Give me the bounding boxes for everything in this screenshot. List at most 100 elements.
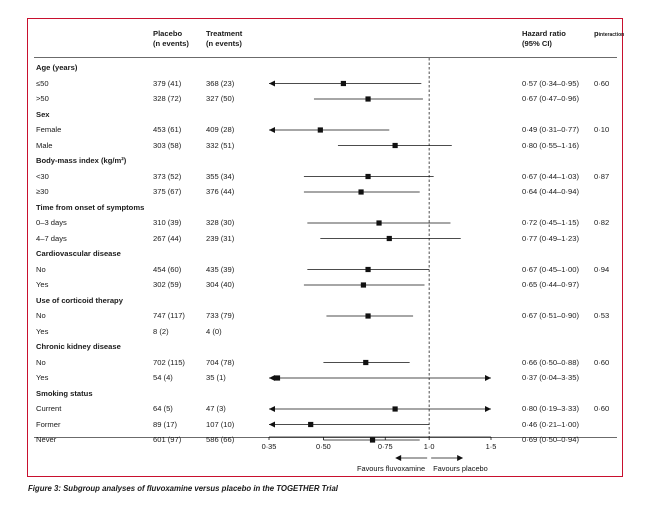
p-interaction-value: 0·94 — [594, 264, 610, 274]
p-interaction-value: 0·60 — [594, 357, 610, 367]
p-interaction-value: 0·53 — [594, 311, 610, 320]
subgroup-title: Chronic kidney disease — [36, 342, 121, 351]
treatment-count: 368 (23) — [206, 78, 235, 88]
bottom-rule — [34, 437, 617, 438]
x-tick-label: 0·50 — [316, 442, 331, 451]
treatment-count: 332 (51) — [206, 140, 235, 150]
figure-frame — [27, 18, 623, 477]
hazard-ratio-value: 0·66 (0·50–0·88) — [522, 357, 579, 367]
x-tick-label: 1·5 — [486, 442, 497, 451]
hazard-ratio-marker — [274, 375, 281, 381]
hazard-ratio-value: 0·49 (0·31–0·77) — [522, 125, 579, 134]
hazard-ratio-value: 0·67 (0·51–0·90) — [522, 311, 579, 320]
placebo-count: 303 (58) — [153, 140, 182, 150]
row-label: Yes — [36, 373, 49, 382]
placebo-count: 453 (61) — [153, 125, 182, 134]
ci-arrow-right — [485, 375, 491, 381]
hazard-ratio-value: 0·67 (0·44–1·03) — [522, 171, 579, 181]
hazard-ratio-value: 0·37 (0·04–3·35) — [522, 373, 579, 382]
row-label: Yes — [36, 280, 49, 289]
hazard-ratio-marker — [365, 173, 371, 180]
treatment-count: 107 (10) — [206, 419, 235, 429]
ci-arrow-left — [269, 421, 275, 428]
hazard-ratio-value: 0·46 (0·21–1·00) — [522, 419, 579, 429]
row-label: >50 — [36, 94, 49, 103]
hazard-ratio-marker — [360, 282, 367, 288]
row-label: 4–7 days — [36, 233, 67, 243]
hazard-ratio-value: 0·80 (0·19–3·33) — [522, 404, 579, 413]
placebo-header: Placebo (n events) — [153, 29, 189, 48]
x-tick-label: 0·75 — [378, 442, 393, 451]
hazard-ratio-value: 0·72 (0·45–1·15) — [522, 218, 579, 227]
placebo-count: 302 (59) — [153, 280, 182, 289]
placebo-count: 64 (5) — [153, 404, 173, 413]
placebo-count: 373 (52) — [153, 171, 182, 181]
subgroup-title: Smoking status — [36, 388, 93, 398]
subgroup-title: Body-mass index (kg/m²) — [36, 156, 127, 165]
hazard-ratio-value: 0·77 (0·49–1·23) — [522, 233, 579, 243]
treatment-count: 409 (28) — [206, 125, 235, 134]
p-interaction-value: 0·60 — [594, 78, 610, 88]
row-label: 0–3 days — [36, 218, 67, 227]
treatment-count: 47 (3) — [206, 404, 226, 413]
treatment-count: 704 (78) — [206, 357, 235, 367]
row-label: Never — [36, 435, 57, 444]
x-tick-label: 0·35 — [262, 442, 277, 451]
placebo-count: 310 (39) — [153, 218, 182, 227]
treatment-count: 376 (44) — [206, 187, 235, 196]
hazard-ratio-marker — [317, 127, 323, 133]
subgroup-title: Sex — [36, 109, 50, 119]
favours-left-label: Favours fluvoxamine — [357, 464, 425, 473]
subgroup-title: Use of corticoid therapy — [36, 295, 123, 305]
p-interaction-value: 0·87 — [594, 171, 610, 181]
placebo-count: 328 (72) — [153, 94, 182, 103]
treatment-count: 435 (39) — [206, 264, 235, 274]
placebo-count: 375 (67) — [153, 187, 182, 196]
figure-caption: Figure 3: Subgroup analyses of fluvoxami… — [28, 484, 338, 493]
row-label: Current — [36, 404, 62, 413]
hazard-ratio-marker — [392, 406, 398, 412]
ci-arrow-left — [269, 375, 275, 381]
hazard-ratio-marker — [365, 313, 371, 319]
treatment-count: 733 (79) — [206, 311, 235, 320]
treatment-count: 35 (1) — [206, 373, 226, 382]
hazard-ratio-marker — [365, 266, 371, 273]
row-label: Female — [36, 125, 62, 134]
row-label: Former — [36, 419, 61, 429]
ci-arrow-left — [269, 127, 275, 133]
ci-arrow-left — [269, 80, 275, 87]
row-label: ≥30 — [36, 187, 49, 196]
treatment-count: 4 (0) — [206, 326, 222, 336]
hazard-ratio-marker — [363, 359, 369, 366]
placebo-count: 702 (115) — [153, 357, 185, 367]
treatment-count: 355 (34) — [206, 171, 235, 181]
treatment-header: Treatment (n events) — [206, 29, 243, 48]
hazard-ratio-value: 0·65 (0·44–0·97) — [522, 280, 579, 289]
row-label: <30 — [36, 171, 49, 181]
hazard-ratio-value: 0·64 (0·44–0·94) — [522, 187, 579, 196]
placebo-count: 8 (2) — [153, 326, 169, 336]
subgroup-title: Time from onset of symptoms — [36, 202, 145, 212]
ci-arrow-right — [485, 406, 491, 412]
treatment-count: 586 (66) — [206, 435, 235, 444]
hazard-ratio-marker — [376, 220, 382, 226]
treatment-count: 239 (31) — [206, 233, 235, 243]
treatment-count: 328 (30) — [206, 218, 235, 227]
placebo-count: 89 (17) — [153, 419, 178, 429]
row-label: Yes — [36, 326, 49, 336]
p-interaction-value: 0·60 — [594, 404, 610, 413]
subgroup-title: Cardiovascular disease — [36, 249, 121, 258]
row-label: No — [36, 311, 46, 320]
placebo-count: 267 (44) — [153, 233, 182, 243]
hazard-ratio-marker — [369, 437, 376, 443]
x-tick-label: 1·0 — [424, 442, 435, 451]
hazard-ratio-marker — [340, 80, 346, 87]
placebo-count: 454 (60) — [153, 264, 182, 274]
placebo-count: 747 (117) — [153, 311, 185, 320]
favours-right-label: Favours placebo — [433, 464, 488, 473]
p-interaction-header: pinteraction — [594, 29, 625, 38]
row-label: ≤50 — [36, 78, 49, 88]
hazard-ratio-value: 0·80 (0·55–1·16) — [522, 140, 579, 150]
hazard-ratio-marker — [386, 235, 392, 242]
